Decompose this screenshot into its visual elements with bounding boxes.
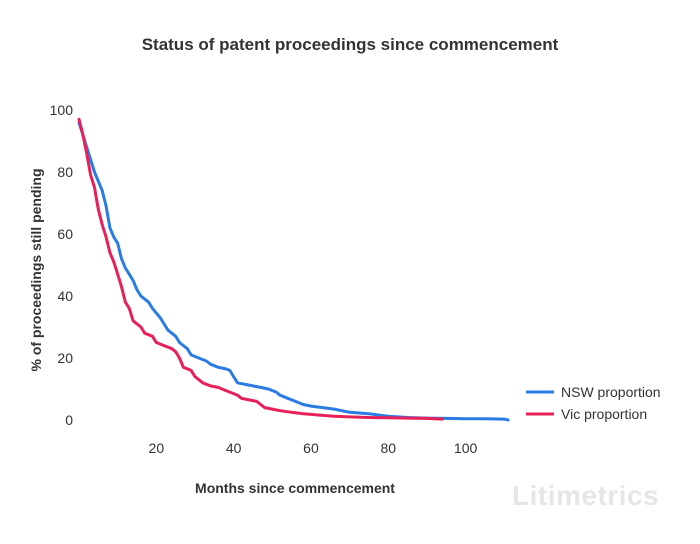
y-tick-label: 0 <box>65 412 73 428</box>
x-tick-label: 80 <box>380 440 396 456</box>
x-tick-label: 20 <box>149 440 165 456</box>
y-tick-label: 40 <box>57 288 73 304</box>
x-tick-label: 100 <box>454 440 478 456</box>
y-tick-label: 100 <box>50 102 74 118</box>
legend-label-vic: Vic proportion <box>561 406 647 422</box>
series-line-nsw <box>77 120 510 422</box>
y-tick-label: 60 <box>57 226 73 242</box>
x-tick-label: 60 <box>303 440 319 456</box>
y-tick-label: 80 <box>57 164 73 180</box>
y-tick-label: 20 <box>57 350 73 366</box>
legend-label-nsw: NSW proportion <box>561 384 661 400</box>
watermark-logo: Litimetrics <box>512 480 660 511</box>
chart-title: Status of patent proceedings since comme… <box>141 35 559 54</box>
series-line-vic <box>77 117 444 421</box>
y-axis-title: % of proceedings still pending <box>28 168 44 372</box>
x-axis-title: Months since commencement <box>195 480 395 496</box>
x-tick-label: 40 <box>226 440 242 456</box>
